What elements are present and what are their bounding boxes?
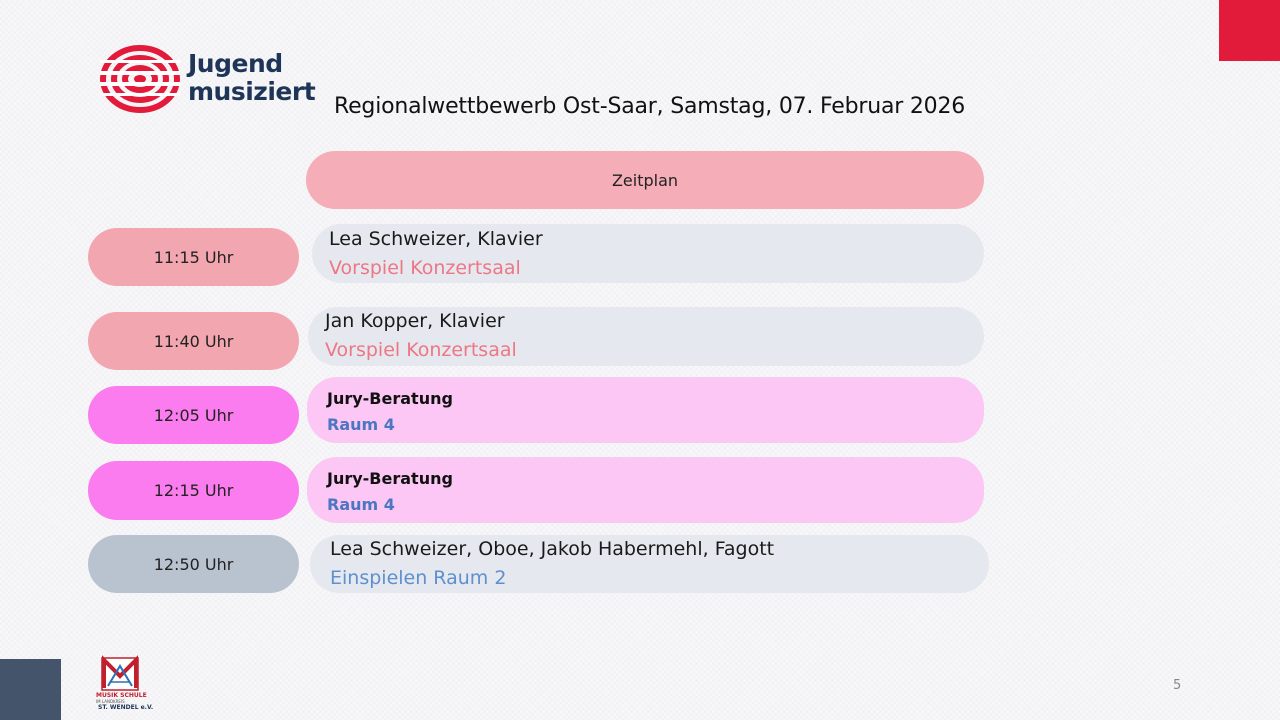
musikschule-place: ST. WENDEL e.V.: [98, 704, 154, 711]
time-badge-5: 12:50 Uhr: [88, 535, 299, 593]
page-title: Regionalwettbewerb Ost-Saar, Samstag, 07…: [334, 94, 966, 119]
event-1-title: Lea Schweizer, Klavier: [329, 228, 543, 250]
event-card-2: [308, 307, 984, 366]
event-3-location: Raum 4: [327, 415, 395, 434]
event-2-location: Vorspiel Konzertsaal: [325, 339, 517, 361]
jugend-musiziert-emblem-icon: [100, 45, 180, 113]
event-card-4: [307, 457, 984, 523]
event-4-location: Raum 4: [327, 495, 395, 514]
musikschule-name: MUSIK SCHULE: [96, 692, 147, 699]
time-badge-4: 12:15 Uhr: [88, 461, 299, 520]
event-card-1: [312, 224, 984, 283]
event-5-title: Lea Schweizer, Oboe, Jakob Habermehl, Fa…: [330, 538, 775, 560]
musikschule-logo: [88, 652, 150, 714]
event-5-location: Einspielen Raum 2: [330, 567, 507, 589]
time-badge-3: 12:05 Uhr: [88, 386, 299, 444]
event-2-title: Jan Kopper, Klavier: [325, 310, 505, 332]
logo-line-2: musiziert: [188, 77, 316, 106]
time-badge-2: 11:40 Uhr: [88, 312, 299, 370]
corner-accent-navy: [0, 659, 61, 720]
time-badge-1: 11:15 Uhr: [88, 228, 299, 286]
event-4-title: Jury-Beratung: [327, 469, 453, 488]
event-3-title: Jury-Beratung: [327, 389, 453, 408]
event-card-3: [307, 377, 984, 443]
jugend-musiziert-logo: Jugend musiziert: [100, 40, 316, 116]
event-1-location: Vorspiel Konzertsaal: [329, 257, 521, 279]
corner-accent-red: [1219, 0, 1280, 61]
logo-wordmark: Jugend musiziert: [188, 49, 316, 106]
musikschule-region-label: IM LANDKREIS: [96, 699, 125, 704]
logo-line-1: Jugend: [188, 49, 283, 78]
schedule-header: Zeitplan: [306, 151, 984, 209]
page-number: 5: [1173, 678, 1182, 693]
musikschule-emblem-icon: [101, 655, 139, 691]
event-card-5: [310, 535, 989, 593]
